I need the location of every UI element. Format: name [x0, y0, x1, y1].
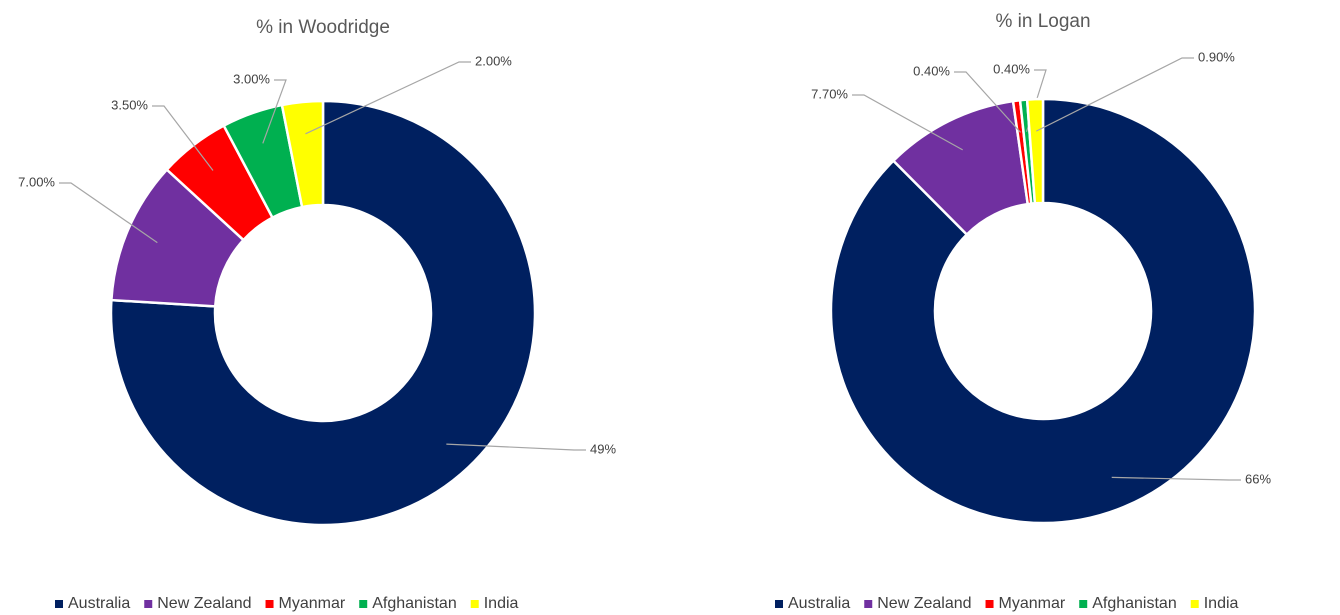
legend-label: India: [1204, 595, 1239, 612]
data-label: 7.70%: [811, 86, 848, 101]
leader-line: [446, 443, 586, 451]
leader-line: [1111, 476, 1241, 481]
legend-marker: [985, 600, 994, 608]
legend-marker: [55, 600, 63, 608]
data-label: 7.00%: [18, 174, 55, 189]
legend-marker: [864, 600, 873, 608]
data-label: 0.40%: [993, 61, 1030, 76]
legend-marker: [359, 600, 368, 608]
leader-line: [59, 182, 158, 244]
legend-marker: [144, 600, 153, 608]
data-label: 0.40%: [913, 63, 950, 78]
data-label: 3.00%: [233, 71, 270, 86]
data-label: 0.90%: [1198, 49, 1235, 64]
legend-label: Australia: [68, 595, 130, 612]
leader-line: [954, 71, 1022, 133]
legend-marker: [470, 600, 479, 608]
leader-line: [262, 79, 287, 144]
legend-label: Australia: [788, 595, 850, 612]
legend-marker: [1190, 600, 1199, 608]
legend-marker: [265, 600, 274, 608]
data-label: 3.50%: [111, 97, 148, 112]
legend-label: New Zealand: [157, 595, 251, 612]
leader-line: [152, 105, 214, 171]
legend-marker: [775, 600, 783, 608]
leader-line: [852, 94, 963, 151]
legend-label: Myanmar: [279, 595, 346, 612]
chart-title: % in Woodridge: [256, 17, 390, 38]
donut-slice: [1025, 97, 1045, 205]
data-label: 66%: [1245, 471, 1271, 486]
legend-label: Afghanistan: [1092, 595, 1177, 612]
legend-marker: [1079, 600, 1088, 608]
data-label: 2.00%: [475, 53, 512, 68]
donut-slice: [109, 99, 537, 527]
leader-line: [1035, 57, 1194, 132]
donut-slice: [280, 99, 325, 209]
chart-title: % in Logan: [995, 11, 1090, 32]
legend-label: Afghanistan: [372, 595, 457, 612]
leader-line: [305, 61, 471, 135]
legend-label: India: [484, 595, 519, 612]
data-label: 49%: [590, 441, 616, 456]
legend-label: New Zealand: [877, 595, 971, 612]
legend-label: Myanmar: [999, 595, 1066, 612]
